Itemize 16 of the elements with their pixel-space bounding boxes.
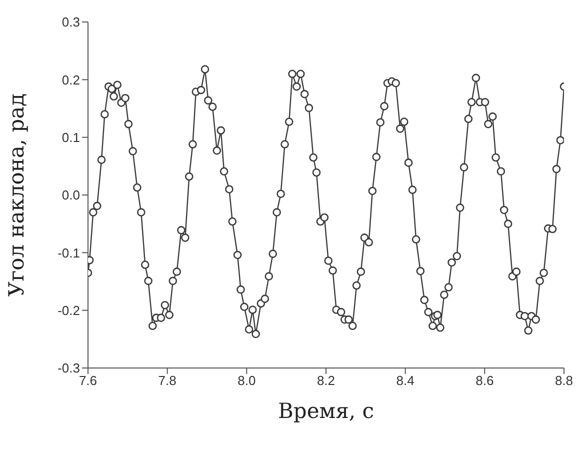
y-tick-label: -0.2	[58, 302, 80, 318]
y-tick-label: 0.1	[62, 130, 80, 145]
x-tick-label: 8.0	[238, 373, 256, 388]
x-tick-label: 7.6	[78, 373, 98, 388]
x-tick-label: 8.2	[316, 373, 336, 388]
x-tick-label: 7.8	[158, 373, 176, 388]
y-tick-label: -0.1	[58, 245, 80, 260]
x-tick-label: 8.4	[396, 373, 414, 388]
x-axis-title: Время, с	[278, 399, 374, 423]
x-tick-label: 8.6	[476, 373, 494, 388]
x-tick-label: 8.8	[554, 373, 574, 388]
y-tick-label: 0.3	[62, 14, 80, 30]
y-axis-title: Угол наклона, рад	[4, 93, 28, 297]
y-tick-label: 0.2	[62, 72, 80, 88]
y-tick-label: 0.0	[62, 188, 80, 203]
y-tick-label: -0.3	[58, 360, 80, 376]
